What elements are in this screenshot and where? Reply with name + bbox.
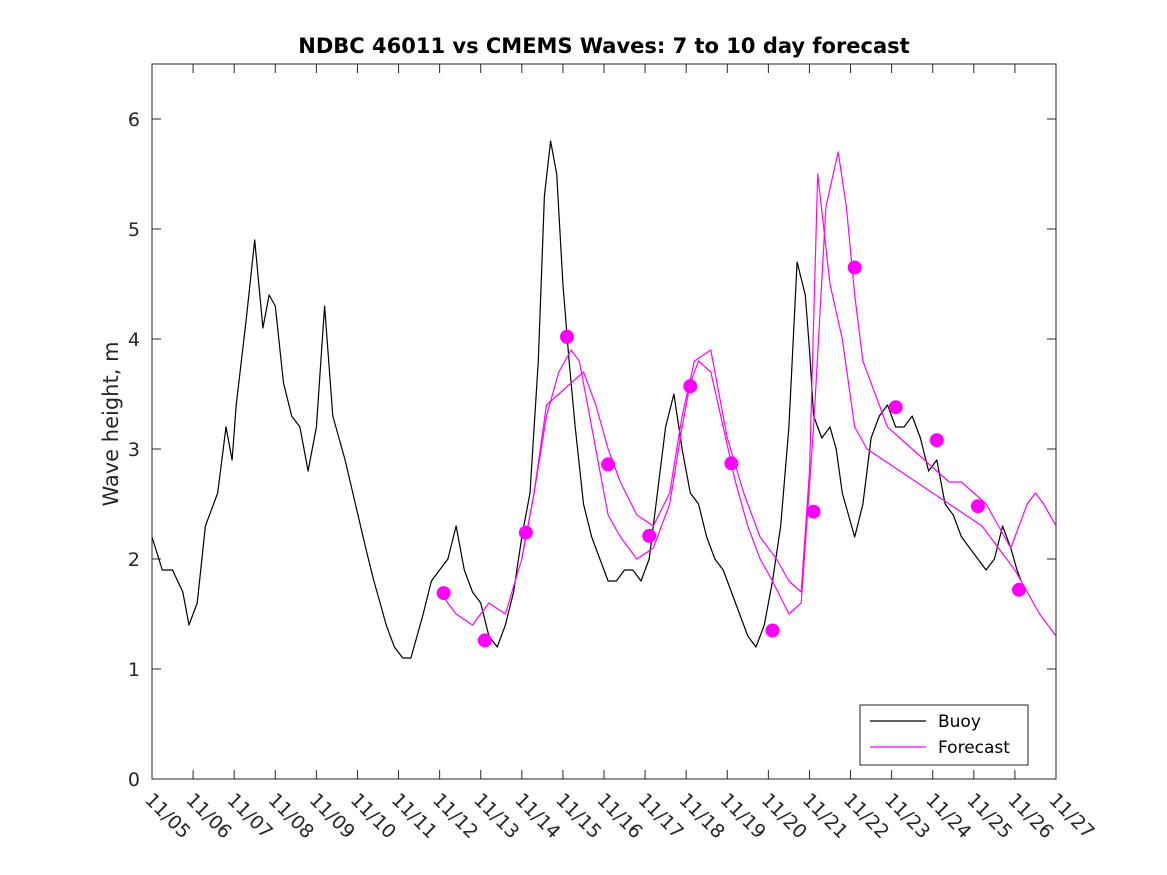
forecast-marker	[806, 504, 821, 519]
chart-title: NDBC 46011 vs CMEMS Waves: 7 to 10 day f…	[298, 34, 909, 58]
forecast-marker	[1012, 582, 1026, 597]
legend-label-forecast: Forecast	[938, 738, 1010, 758]
forecast-marker	[560, 329, 574, 344]
forecast-marker	[765, 623, 780, 638]
y-tick-label: 3	[128, 439, 140, 461]
legend-box	[859, 704, 1029, 766]
y-tick-label: 0	[128, 769, 140, 791]
forecast-marker	[436, 586, 451, 601]
y-tick-label: 6	[128, 109, 140, 131]
legend-label-buoy: Buoy	[938, 712, 981, 732]
forecast-marker	[683, 379, 698, 394]
y-tick-label: 1	[128, 659, 140, 681]
forecast-marker	[642, 528, 657, 543]
forecast-marker	[970, 499, 985, 514]
forecast-marker	[724, 456, 739, 471]
series-line-forecast-2	[521, 173, 1057, 637]
y-tick-label: 4	[128, 329, 140, 351]
y-axis-label: Wave height, m	[99, 341, 123, 506]
forecast-marker	[518, 525, 533, 540]
series-line-forecast-1	[439, 151, 1057, 626]
forecast-marker	[888, 400, 903, 415]
forecast-marker	[601, 457, 616, 472]
y-tick-label: 5	[128, 219, 140, 241]
forecast-marker	[929, 433, 944, 448]
series-line-buoy	[151, 140, 1022, 659]
forecast-marker	[847, 260, 862, 275]
forecast-marker	[477, 633, 492, 648]
y-tick-label: 2	[128, 549, 140, 571]
legend: Buoy Forecast	[859, 704, 1029, 766]
